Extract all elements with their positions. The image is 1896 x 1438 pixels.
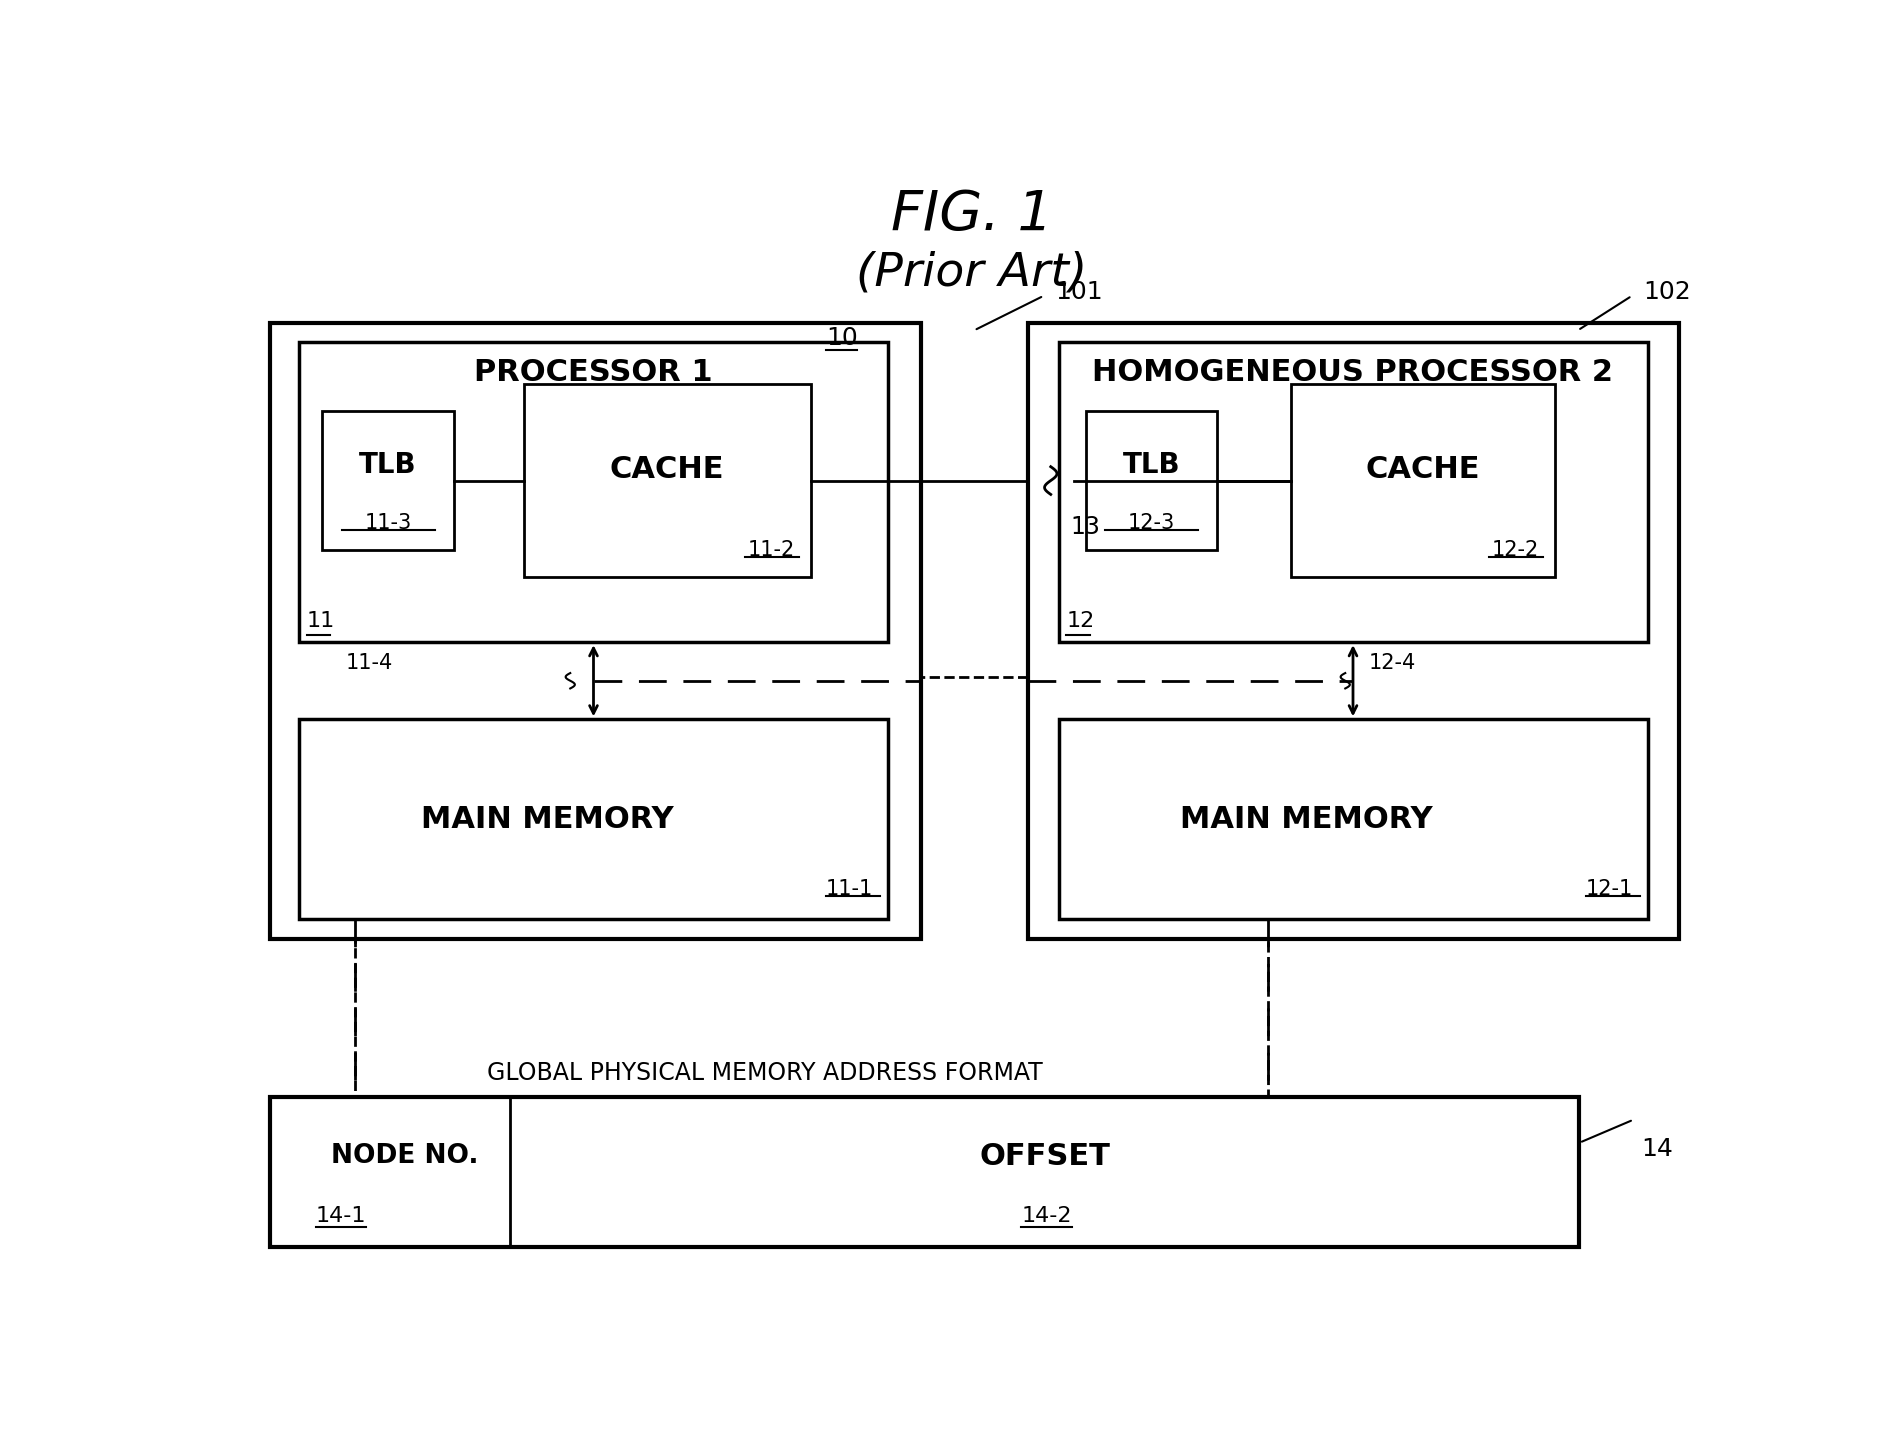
Text: MAIN MEMORY: MAIN MEMORY: [421, 805, 673, 834]
Text: 12-1: 12-1: [1585, 879, 1632, 899]
Text: 11-4: 11-4: [345, 653, 392, 673]
Bar: [269, 1097, 1579, 1247]
Bar: [1086, 411, 1217, 549]
Bar: [269, 322, 921, 939]
Text: 11-1: 11-1: [827, 879, 874, 899]
Bar: [300, 719, 887, 919]
Bar: [1058, 719, 1648, 919]
Text: MAIN MEMORY: MAIN MEMORY: [1179, 805, 1433, 834]
Bar: [523, 384, 810, 577]
Bar: [300, 342, 887, 643]
Text: 10: 10: [827, 326, 857, 349]
Bar: [1028, 322, 1678, 939]
Text: CACHE: CACHE: [1365, 454, 1481, 483]
Text: 11-2: 11-2: [747, 539, 794, 559]
Text: 14-2: 14-2: [1022, 1206, 1071, 1227]
Text: 11: 11: [307, 611, 336, 631]
Text: OFFSET: OFFSET: [978, 1142, 1109, 1171]
Text: HOMOGENEOUS PROCESSOR 2: HOMOGENEOUS PROCESSOR 2: [1092, 358, 1613, 387]
Text: NODE NO.: NODE NO.: [332, 1143, 480, 1169]
Bar: [1291, 384, 1555, 577]
Bar: [1058, 342, 1648, 643]
Text: 12-4: 12-4: [1369, 653, 1416, 673]
Text: TLB: TLB: [1122, 452, 1181, 479]
Text: PROCESSOR 1: PROCESSOR 1: [474, 358, 713, 387]
Bar: [355, 677, 1268, 1097]
Text: FIG. 1: FIG. 1: [891, 188, 1052, 242]
Text: 102: 102: [1644, 280, 1691, 303]
Text: 12: 12: [1066, 611, 1094, 631]
Text: (Prior Art): (Prior Art): [857, 250, 1086, 295]
Text: TLB: TLB: [360, 452, 417, 479]
Text: 101: 101: [1056, 280, 1103, 303]
Text: 11-3: 11-3: [364, 513, 411, 533]
Text: 12-3: 12-3: [1128, 513, 1176, 533]
Text: 13: 13: [1069, 515, 1100, 539]
Text: 14: 14: [1642, 1136, 1672, 1160]
Text: CACHE: CACHE: [611, 454, 724, 483]
Text: 14-1: 14-1: [317, 1206, 366, 1227]
Text: GLOBAL PHYSICAL MEMORY ADDRESS FORMAT: GLOBAL PHYSICAL MEMORY ADDRESS FORMAT: [487, 1061, 1043, 1086]
Text: 12-2: 12-2: [1492, 539, 1540, 559]
Bar: [322, 411, 453, 549]
